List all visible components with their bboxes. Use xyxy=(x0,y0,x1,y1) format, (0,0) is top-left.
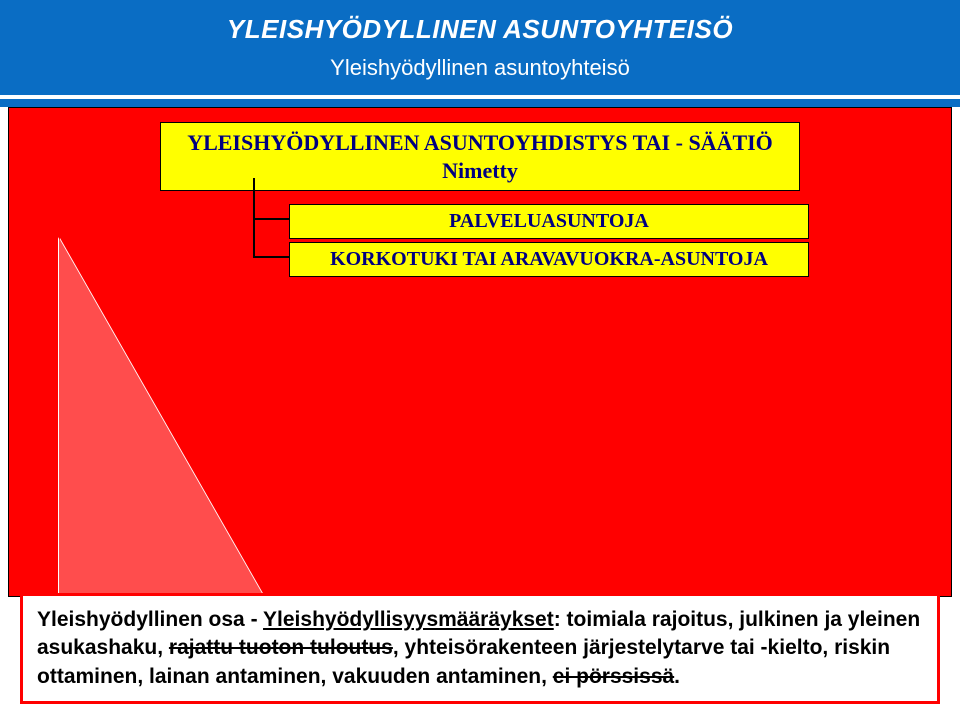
page-subtitle: Yleishyödyllinen asuntoyhteisö xyxy=(0,55,960,89)
def-post3: . xyxy=(674,665,680,688)
child-node-1: PALVELUASUNTOJA xyxy=(289,204,809,239)
connector-branch-1 xyxy=(253,218,289,220)
root-node: YLEISHYÖDYLLINEN ASUNTOYHDISTYS TAI - SÄ… xyxy=(160,122,800,191)
def-strike2: ei pörssissä xyxy=(553,665,674,688)
def-pre: Yleishyödyllinen osa - xyxy=(37,608,263,631)
diagram-area: YLEISHYÖDYLLINEN ASUNTOYHDISTYS TAI - SÄ… xyxy=(8,107,952,597)
page-title: YLEISHYÖDYLLINEN ASUNTOYHTEISÖ xyxy=(0,14,960,45)
root-line2: Nimetty xyxy=(165,157,795,185)
def-strike1: rajattu tuoton tuloutus xyxy=(169,636,393,659)
root-line1: YLEISHYÖDYLLINEN ASUNTOYHDISTYS TAI - SÄ… xyxy=(165,129,795,157)
def-underline: Yleishyödyllisyysmääräykset xyxy=(263,608,554,631)
header-bar: YLEISHYÖDYLLINEN ASUNTOYHTEISÖ Yleishyöd… xyxy=(0,0,960,95)
child-node-2: KORKOTUKI TAI ARAVAVUOKRA-ASUNTOJA xyxy=(289,242,809,277)
divider-strip xyxy=(0,99,960,107)
definition-box: Yleishyödyllinen osa - Yleishyödyllisyys… xyxy=(20,593,940,704)
